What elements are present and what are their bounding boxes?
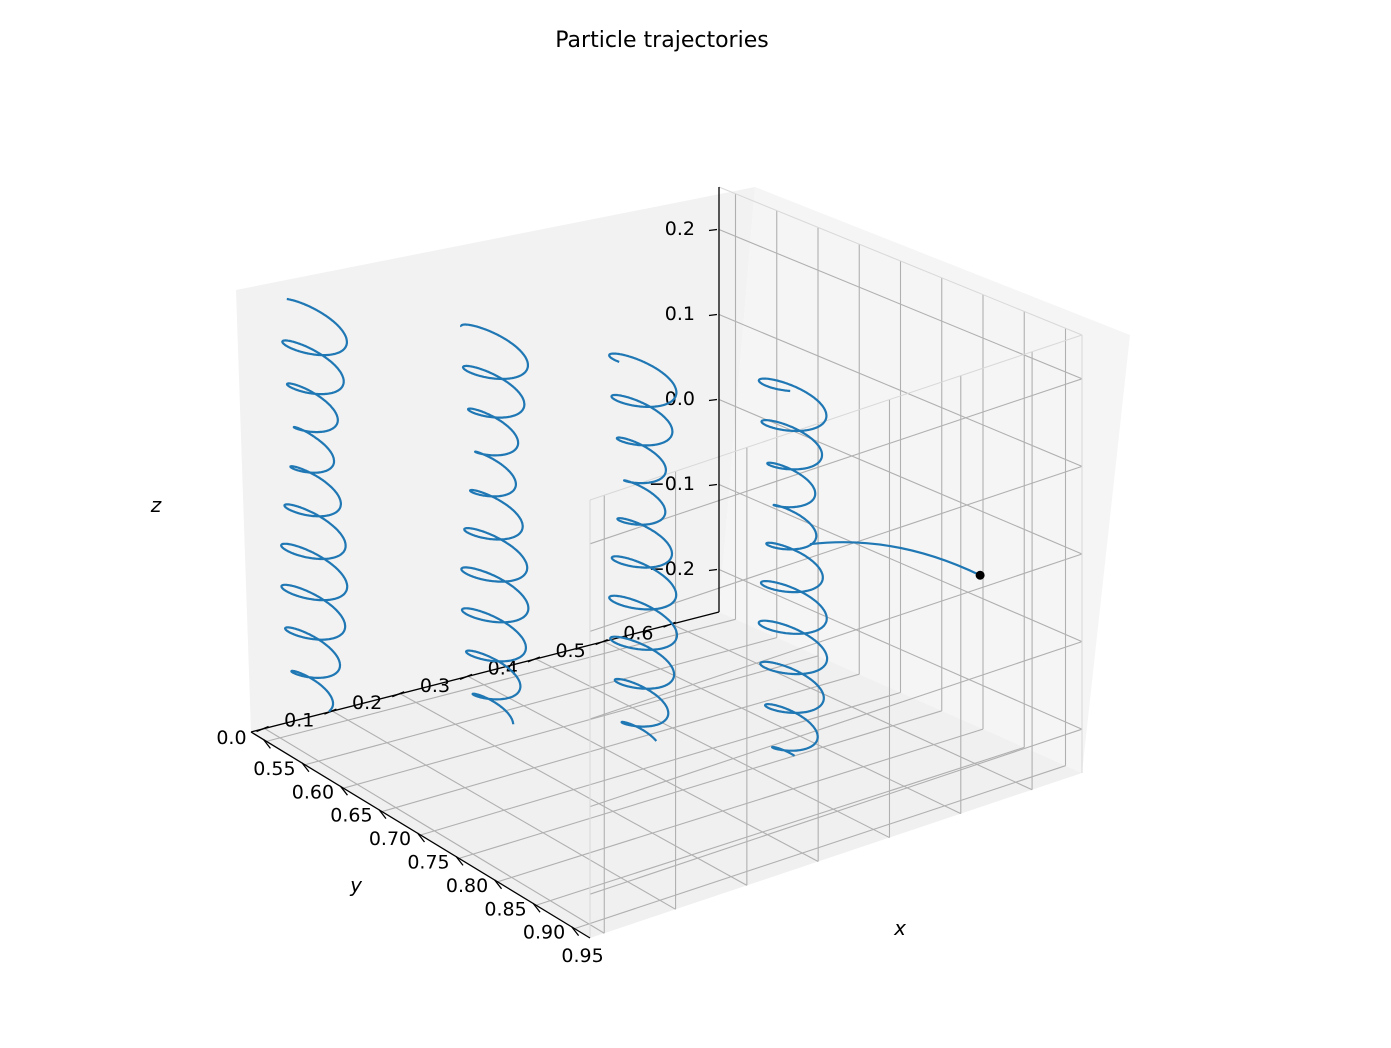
y-tick [527, 656, 541, 663]
trajectory-line-3 [608, 352, 679, 742]
axes: 0.550.600.650.700.750.800.850.900.95 0.0 0… [216, 187, 720, 967]
grid-line-z-back [718, 483, 1083, 643]
x-tick-label: 0.60 [292, 781, 334, 803]
y-tick-label: 0.5 [555, 640, 585, 662]
grid-line-z-side [589, 553, 1083, 720]
x-tick-label: 0.70 [369, 828, 411, 850]
grid-line-y-floor [603, 641, 962, 815]
x-tick [532, 902, 541, 913]
x-tick [339, 785, 348, 796]
grid-line-z-back [718, 398, 1083, 555]
z-tick [708, 483, 718, 487]
x-tick [262, 738, 271, 749]
z-tick [708, 568, 718, 572]
x-tick [378, 809, 387, 819]
x-tick-label: 0.65 [330, 805, 372, 827]
z-tick-label: −0.1 [649, 473, 695, 495]
grid-line-z-side [589, 641, 1083, 808]
y-tick [459, 673, 473, 680]
trajectory-tail [809, 541, 981, 577]
y-tick [595, 638, 608, 646]
x-tick [416, 832, 426, 843]
y-tick-label: 0.2 [352, 692, 382, 714]
x-axis-label: x [893, 916, 906, 940]
z-tick [708, 313, 718, 317]
trajectory-line-4 [757, 377, 829, 757]
z-tick [708, 398, 718, 402]
z-tick-label: 0.2 [665, 218, 695, 240]
grid-line-z-side [589, 728, 1083, 895]
z-axis-label: z [150, 493, 162, 517]
z-tick-label: 0.0 [665, 388, 695, 410]
pane-edge [718, 186, 1083, 336]
grid-line-x-floor [420, 691, 901, 836]
grid-line-z-side [589, 378, 1083, 545]
y-tick-label: 0.0 [216, 727, 246, 749]
y-tick-label: 0.1 [284, 710, 314, 732]
x-tick-label: 0.90 [523, 922, 565, 944]
chart-title: Particle trajectories [555, 28, 768, 53]
end-point-marker [975, 570, 985, 580]
x-tick-label: 0.75 [407, 852, 449, 874]
x-tick-label: 0.55 [253, 758, 295, 780]
grid-line-y-floor [399, 693, 748, 886]
x-tick [571, 926, 580, 937]
x-tick [301, 762, 310, 773]
grid-line-x-floor [497, 728, 984, 883]
grid-line-z-back [718, 228, 1083, 380]
grid-line-z-back [718, 568, 1083, 730]
y-axis-label: y [349, 873, 363, 897]
floor-pane [251, 612, 1082, 938]
grid-line-x-floor [458, 710, 942, 859]
z-tick-label: 0.1 [665, 303, 695, 325]
grid-line-x-floor [381, 673, 860, 813]
grid-line-y-floor [332, 710, 676, 910]
y-tick [391, 691, 405, 698]
grid-line-x-floor [574, 765, 1066, 930]
grid-lines [264, 186, 1083, 938]
z-tick-label: −0.2 [649, 558, 695, 580]
x-tick-label: 0.95 [561, 945, 603, 967]
grid-line-y-floor [535, 658, 890, 839]
pane-edge [589, 334, 1083, 501]
x-tick-label: 0.85 [484, 898, 526, 920]
z-tick [708, 228, 718, 232]
trajectory-line-2 [460, 323, 530, 725]
y-tick [256, 725, 269, 733]
grid-line-y-floor [264, 728, 605, 934]
trajectory-layer [280, 297, 985, 757]
grid-line-y-floor [671, 623, 1033, 791]
grid-line-x-floor [343, 655, 819, 789]
grid-line-x-floor [304, 637, 777, 766]
grid-line-x-floor [535, 746, 1025, 906]
trajectory-line-1 [280, 297, 349, 713]
y-tick-label: 0.4 [488, 657, 518, 679]
x-tick [494, 879, 503, 890]
y-tick [663, 621, 676, 628]
x-tick-label: 0.80 [446, 875, 488, 897]
x-tick [455, 856, 464, 866]
grid-line-x-floor [266, 618, 736, 742]
grid-line-y-floor [467, 675, 819, 862]
grid-line-z-back [718, 313, 1083, 467]
y-tick-label: 0.6 [623, 623, 653, 645]
y-tick-label: 0.3 [420, 675, 450, 697]
